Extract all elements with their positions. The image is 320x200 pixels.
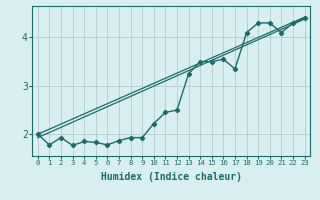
X-axis label: Humidex (Indice chaleur): Humidex (Indice chaleur) — [101, 172, 242, 182]
